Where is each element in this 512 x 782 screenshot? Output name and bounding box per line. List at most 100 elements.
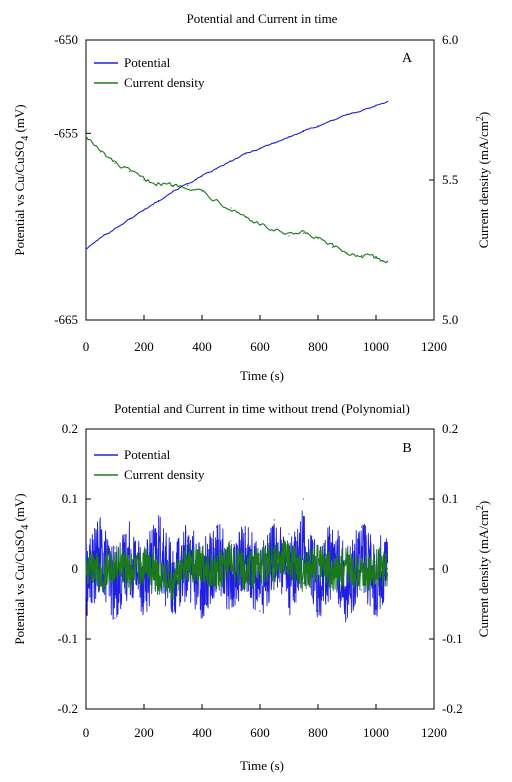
y-right-label-close: ) <box>476 501 491 505</box>
data-point-current-density <box>230 207 232 209</box>
chart-panel-a: Potential and Current in time 0 200 400 600 8… <box>12 11 491 383</box>
data-point-current-density <box>331 246 334 248</box>
data-point-current-density <box>244 215 247 217</box>
data-point-current-density <box>215 199 218 201</box>
data-point-potential <box>346 617 348 619</box>
data-point-potential <box>387 101 389 103</box>
panel-label: B <box>402 441 411 456</box>
data-point-potential <box>85 603 87 605</box>
data-point-current-density <box>114 162 116 164</box>
data-point-current-density <box>346 252 348 254</box>
y-right-label-superscript: 2 <box>475 116 486 121</box>
data-point-current-density <box>302 232 305 234</box>
data-point-potential <box>331 119 334 121</box>
x-tick-label: 600 <box>250 339 270 354</box>
legend-label-potential: Potential <box>124 55 171 70</box>
data-point-potential <box>186 183 189 185</box>
y-right-label-close: ) <box>476 112 491 116</box>
data-point-current-density <box>273 547 276 549</box>
data-point-potential <box>360 526 363 528</box>
series-line-current-density <box>85 135 388 264</box>
panel-label: A <box>402 51 413 66</box>
data-point-potential <box>302 130 305 133</box>
data-point-potential <box>302 498 305 500</box>
data-point-potential <box>317 610 319 612</box>
data-point-current-density <box>128 582 131 584</box>
x-tick-label: 800 <box>308 339 328 354</box>
y-left-axis-label: Potential vs Cu/CuSO4 (mV) <box>12 493 31 644</box>
y-right-tick-label: 5.5 <box>442 172 458 187</box>
data-point-current-density <box>244 582 247 584</box>
data-point-current-density <box>99 151 102 153</box>
y-left-tick-label: -655 <box>54 125 78 140</box>
y-right-tick-label: 6.0 <box>442 32 458 47</box>
data-point-potential <box>114 617 116 619</box>
data-point-current-density <box>317 547 319 549</box>
data-point-current-density <box>375 561 377 563</box>
y-left-tick-label: -650 <box>54 32 78 47</box>
y-right-tick-label: 5.0 <box>442 312 458 327</box>
data-point-potential <box>157 519 160 521</box>
data-point-potential <box>201 175 203 177</box>
data-point-current-density <box>128 171 131 173</box>
data-point-potential <box>244 153 247 155</box>
data-point-potential <box>375 104 377 106</box>
y-left-tick-label: -0.1 <box>57 631 78 646</box>
data-point-current-density <box>273 229 276 231</box>
series-line-potential <box>85 510 389 623</box>
data-point-potential <box>331 533 334 535</box>
y-left-label-unit: (mV) <box>12 493 27 524</box>
x-tick-label: 200 <box>134 339 154 354</box>
data-point-current-density <box>99 582 102 584</box>
data-point-current-density <box>186 547 189 549</box>
data-point-potential <box>273 519 276 521</box>
data-point-potential <box>387 547 389 549</box>
data-point-potential <box>128 533 131 535</box>
chart-title: Potential and Current in time <box>187 11 338 26</box>
data-point-potential <box>128 218 131 220</box>
x-tick-label: 1200 <box>421 339 447 354</box>
y-left-label-main: Potential vs Cu/CuSO <box>12 141 27 256</box>
x-tick-label: 800 <box>308 725 328 740</box>
y-left-tick-label: 0.1 <box>62 491 78 506</box>
x-tick-label: 600 <box>250 725 270 740</box>
data-point-potential <box>230 596 232 598</box>
data-point-current-density <box>346 554 348 556</box>
y-right-tick-label: -0.1 <box>442 631 463 646</box>
data-point-potential <box>157 199 160 202</box>
data-point-potential <box>114 227 116 230</box>
data-point-potential <box>143 209 145 211</box>
chart-title: Potential and Current in time without tr… <box>114 401 410 416</box>
data-point-current-density <box>201 554 203 556</box>
data-point-current-density <box>317 238 319 240</box>
data-point-potential <box>85 248 87 250</box>
y-right-label-main: Current density (mA/cm <box>476 121 491 248</box>
y-right-tick-label: 0.1 <box>442 491 458 506</box>
data-point-current-density <box>288 533 290 535</box>
y-right-label-main: Current density (mA/cm <box>476 510 491 637</box>
data-point-potential <box>273 142 276 144</box>
x-tick-label: 0 <box>83 339 90 354</box>
x-tick-label: 0 <box>83 725 90 740</box>
data-point-current-density <box>85 134 87 136</box>
data-point-potential <box>201 603 203 605</box>
data-point-potential <box>288 136 290 138</box>
data-point-potential <box>360 110 363 112</box>
data-point-current-density <box>215 582 218 584</box>
data-point-potential <box>143 596 145 598</box>
y-left-label-subscript: 4 <box>20 525 31 530</box>
data-point-current-density <box>360 255 363 257</box>
x-tick-label: 1000 <box>363 339 389 354</box>
series-line-potential <box>85 100 388 250</box>
data-point-current-density <box>172 603 174 605</box>
y-right-tick-label: 0.2 <box>442 421 458 436</box>
data-point-potential <box>230 160 232 162</box>
y-left-tick-label: 0 <box>72 561 79 576</box>
x-tick-label: 1000 <box>363 725 389 740</box>
x-tick-label: 400 <box>192 339 212 354</box>
data-point-current-density <box>143 179 145 181</box>
x-tick-label: 400 <box>192 725 212 740</box>
x-axis-label: Time (s) <box>240 758 284 773</box>
x-tick-label: 1200 <box>421 725 447 740</box>
